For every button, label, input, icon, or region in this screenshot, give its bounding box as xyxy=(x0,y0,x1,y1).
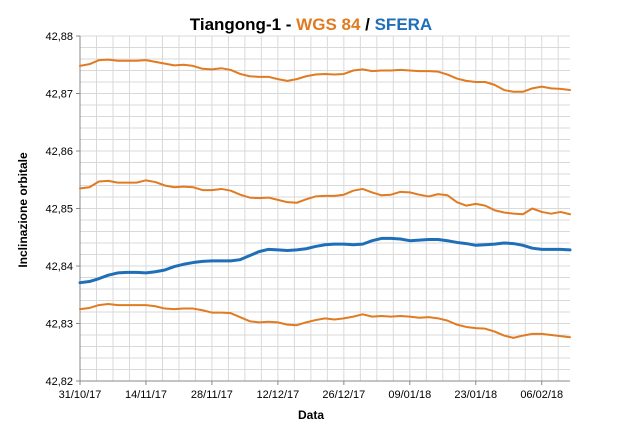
x-axis-title: Data xyxy=(298,408,324,422)
chart-title: Tiangong-1 - WGS 84 / SFERA xyxy=(190,15,432,34)
x-tick-label: 09/01/18 xyxy=(388,389,431,401)
x-tick-label: 26/12/17 xyxy=(322,389,365,401)
x-tick-label: 23/01/18 xyxy=(454,389,497,401)
sfera-series-line xyxy=(78,236,572,285)
grid xyxy=(79,35,570,382)
axes xyxy=(76,35,570,385)
chart-title-prefix: Tiangong-1 - xyxy=(190,15,296,34)
x-tick-label: 12/12/17 xyxy=(256,389,299,401)
y-tick-label: 42,87 xyxy=(45,89,73,101)
series-group xyxy=(78,58,572,339)
x-tick-label: 06/02/18 xyxy=(520,389,563,401)
x-tick-label: 31/10/17 xyxy=(59,389,102,401)
y-axis-title: Inclinazione orbitale xyxy=(16,152,30,268)
y-tick-label: 42,82 xyxy=(45,376,73,388)
y-tick-labels: 42,82 42,83 42,84 42,85 42,86 42,87 42,88 xyxy=(45,31,73,388)
y-tick-label: 42,84 xyxy=(45,261,73,273)
y-tick-label: 42,88 xyxy=(45,31,73,43)
chart-title-wgs: WGS 84 xyxy=(296,15,361,34)
y-tick-label: 42,86 xyxy=(45,146,73,158)
x-tick-label: 14/11/17 xyxy=(125,389,167,401)
y-tick-label: 42,85 xyxy=(45,204,73,216)
wgs-series-line-4 xyxy=(79,302,571,339)
chart-title-separator: / xyxy=(360,15,374,34)
y-tick-label: 42,83 xyxy=(45,319,73,331)
x-tick-labels: 31/10/17 14/11/17 28/11/17 12/12/17 26/12/17… xyxy=(59,389,564,401)
wgs-series-line-2 xyxy=(79,179,571,216)
wgs-series-line-1 xyxy=(79,58,571,93)
x-tick-label: 28/11/17 xyxy=(191,389,233,401)
chart-title-sfera: SFERA xyxy=(375,15,433,34)
